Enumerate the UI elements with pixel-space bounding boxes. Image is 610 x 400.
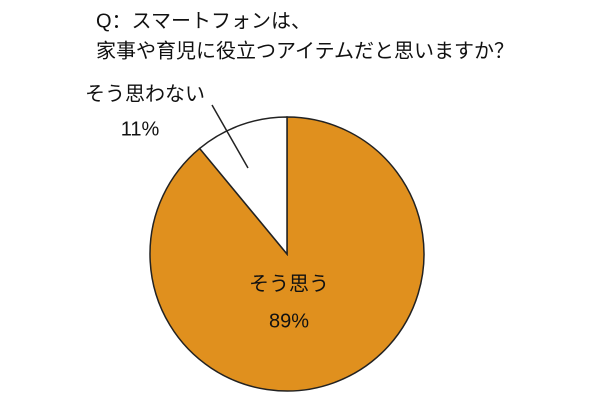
pie-slice [198,116,288,257]
slice-label: そう思う [249,273,329,295]
slice-label: そう思わない [85,83,205,105]
leader-line [211,104,249,169]
chart-title: 家事や育児に役立つアイテムだと思いますか？ [96,39,514,62]
chart-title: Q：スマートフォンは、 [96,10,311,32]
value-label: 89% [269,310,309,332]
value-label: 11% [121,118,160,140]
